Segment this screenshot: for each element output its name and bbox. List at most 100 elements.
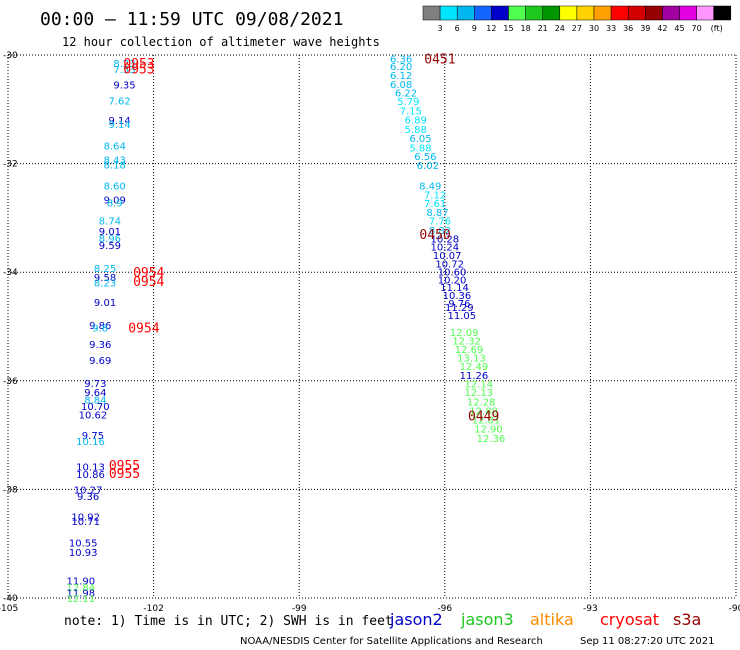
y-tick-label: -32 — [3, 160, 18, 170]
wave-height-label: 13.13 — [457, 353, 486, 364]
wave-height-label: 6.36 — [390, 54, 412, 65]
wave-height-label: 6.12 — [390, 71, 412, 82]
wave-height-label: 7.12 — [424, 191, 446, 202]
colorbar-tick-label: 39 — [640, 24, 650, 33]
wave-height-label: 8.43 — [104, 155, 126, 166]
colorbar-swatch — [610, 5, 629, 21]
colorbar-swatch — [713, 5, 732, 21]
wave-height-label: 10.16 — [76, 437, 105, 448]
wave-height-label: 10.24 — [430, 243, 459, 254]
y-tick-label: -40 — [3, 594, 18, 604]
wave-height-label: 8.82 — [429, 226, 451, 237]
track-time-label: 0953 — [123, 63, 154, 78]
wave-height-label: 8.87 — [426, 208, 448, 219]
wave-height-label: 8.23 — [94, 279, 116, 290]
wave-height-label: 8.64 — [104, 142, 126, 153]
wave-height-label: 9.09 — [104, 195, 126, 206]
wave-height-label: 8.74 — [99, 217, 121, 228]
wave-height-label: 7.15 — [400, 106, 422, 117]
x-tick-label: -96 — [437, 604, 452, 614]
track-time-label: 0954 — [133, 266, 164, 281]
colorbar-swatch — [696, 5, 714, 21]
colorbar-swatch — [474, 5, 492, 21]
wave-height-label: 11.90 — [66, 577, 95, 588]
wave-height-label: 9.69 — [89, 356, 111, 367]
wave-height-label: 12.11 — [66, 594, 95, 605]
wave-height-label: 12.84 — [66, 583, 95, 594]
wave-height-label: 6.05 — [409, 134, 431, 145]
y-tick-label: -36 — [3, 377, 18, 387]
x-tick-label: -90 — [729, 604, 740, 614]
y-tick-label: -30 — [3, 51, 18, 61]
wave-height-label: 10.60 — [438, 268, 467, 279]
satellite-legend: jason2 jason3 altika cryosat s3a — [389, 610, 701, 629]
wave-height-label: 10.27 — [74, 485, 103, 496]
wave-height-label: 12.69 — [455, 345, 484, 356]
wave-height-label: 12.36 — [477, 434, 506, 445]
colorbar-tick-label: 21 — [538, 24, 548, 33]
wave-height-label: 8.49 — [419, 181, 441, 192]
wave-height-label: 5.88 — [409, 143, 431, 154]
wave-height-label: 9.76 — [448, 299, 470, 310]
track-time-label: 0954 — [133, 275, 164, 290]
wave-height-label: 12.81 — [472, 415, 501, 426]
colorbar-unit: (ft) — [711, 24, 723, 33]
colorbar-tick-label: 27 — [572, 24, 582, 33]
legend-entry: altika — [530, 610, 574, 629]
plot-grid — [7, 54, 737, 599]
wave-height-label: 10.70 — [81, 402, 110, 413]
wave-height-label: 9.75 — [82, 431, 104, 442]
track-time-label: 0449 — [468, 410, 499, 425]
wave-height-label: 10.71 — [71, 517, 100, 528]
wave-height-label: 8.9 — [107, 199, 123, 210]
color-scale-bar: 3 6 9 12 15 18 21 24 27 30 33 36 39 42 45 70 (ft) — [422, 5, 732, 33]
wave-height-label: 12.49 — [460, 362, 489, 373]
track-time-label: 0955 — [109, 459, 140, 474]
colorbar-tick-label: 15 — [503, 24, 513, 33]
colorbar-swatch — [439, 5, 458, 21]
colorbar-swatch — [456, 5, 475, 21]
wave-height-label: 5.88 — [405, 125, 427, 136]
wave-height-label: 12.13 — [464, 388, 493, 399]
colorbar-tick-label: 33 — [606, 24, 616, 33]
wave-height-label: 11.29 — [445, 303, 474, 314]
legend-entry: jason2 — [389, 610, 443, 629]
wave-height-label: 7.62 — [108, 97, 130, 108]
wave-height-label: 9.14 — [108, 120, 130, 131]
wave-height-label: 12.88 — [469, 407, 498, 418]
colorbar-swatch — [679, 5, 697, 21]
colorbar-swatch — [542, 5, 561, 21]
chart-subtitle: 12 hour collection of altimeter wave hei… — [62, 35, 380, 49]
wave-height-label: 9.73 — [84, 379, 106, 390]
colorbar-swatch — [525, 5, 543, 21]
wave-height-label: 12.90 — [474, 425, 503, 436]
track-time-label: 0955 — [109, 467, 140, 482]
colorbar-swatch — [508, 5, 526, 21]
axis-ticks: -30 -32 -34 -36 -38 -40-105 -102 -99 -96 -93 -90 — [0, 51, 740, 614]
colorbar-swatch — [627, 5, 646, 21]
wave-height-label: 11.98 — [66, 589, 95, 600]
wave-height-label: 8.18 — [104, 161, 126, 172]
colorbar-swatch — [576, 5, 595, 21]
track-time-label: 0450 — [419, 228, 450, 243]
colorbar-tick-label: 70 — [692, 24, 702, 33]
track-time-label: 0954 — [128, 322, 159, 337]
wave-height-label: 12.32 — [452, 337, 481, 348]
wave-height-label: 10.28 — [430, 235, 459, 246]
y-tick-label: -38 — [3, 485, 18, 495]
wave-height-label: 10.13 — [76, 463, 105, 474]
wave-height-label: 12.09 — [450, 328, 479, 339]
wave-height-label: 10.62 — [79, 410, 108, 421]
colorbar-swatch — [559, 5, 578, 21]
wave-height-label: 7.61 — [424, 199, 446, 210]
colorbar-swatch — [645, 5, 663, 21]
wave-height-label: 10.92 — [71, 513, 100, 524]
wave-height-label: 6.08 — [390, 80, 412, 91]
colorbar-tick-label: 30 — [589, 24, 599, 33]
wave-height-label: 10.72 — [435, 260, 464, 271]
legend-entry: cryosat — [600, 610, 659, 629]
colorbar-tick-label: 9 — [472, 24, 477, 33]
footer-note: note: 1) Time is in UTC; 2) SWH is in fe… — [64, 614, 393, 629]
wave-height-label: 6.20 — [390, 62, 412, 73]
